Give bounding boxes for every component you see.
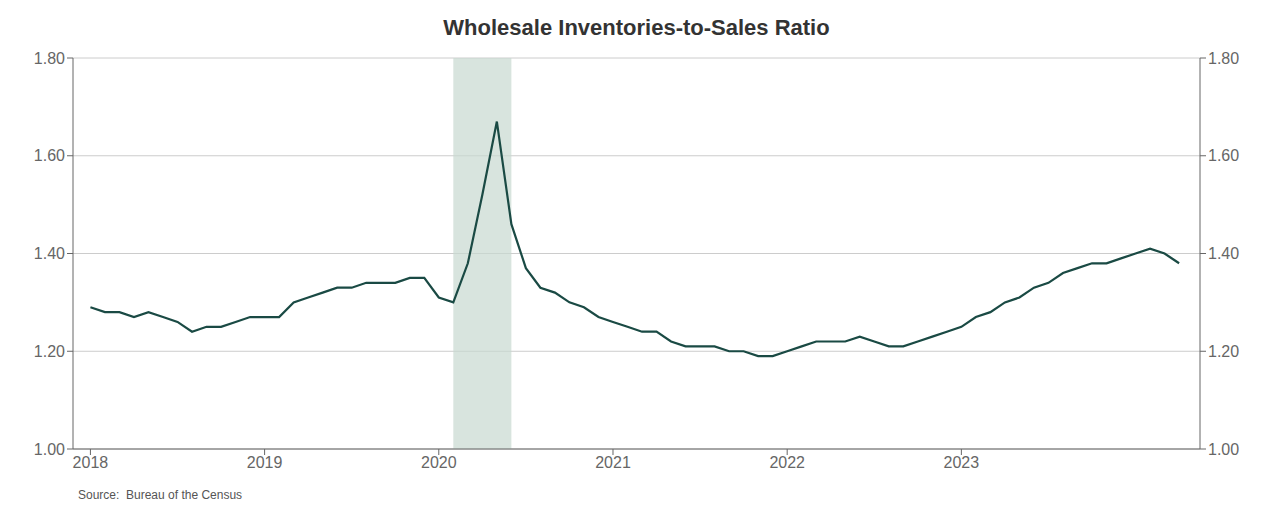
html-text:Source: Bureau of the Census: Source: Bureau of the Census bbox=[78, 488, 243, 502]
html-text:Wholesale Inventories-to-Sales: Wholesale Inventories-to-Sales Ratio bbox=[443, 15, 830, 40]
svg-text:2023: 2023 bbox=[944, 454, 980, 471]
svg-text:1.40: 1.40 bbox=[1208, 245, 1239, 262]
svg-text:1.80: 1.80 bbox=[1208, 50, 1239, 67]
svg-text:2018: 2018 bbox=[73, 454, 109, 471]
svg-text:1.00: 1.00 bbox=[34, 441, 65, 458]
svg-text:2021: 2021 bbox=[595, 454, 631, 471]
svg-text:2020: 2020 bbox=[421, 454, 457, 471]
svg-text:1.60: 1.60 bbox=[34, 147, 65, 164]
svg-text:2019: 2019 bbox=[247, 454, 283, 471]
svg-text:1.40: 1.40 bbox=[34, 245, 65, 262]
svg-text:1.60: 1.60 bbox=[1208, 147, 1239, 164]
svg-text:2022: 2022 bbox=[769, 454, 805, 471]
svg-text:1.20: 1.20 bbox=[1208, 343, 1239, 360]
svg-text:1.80: 1.80 bbox=[34, 50, 65, 67]
svg-text:1.20: 1.20 bbox=[34, 343, 65, 360]
svg-text:1.00: 1.00 bbox=[1208, 441, 1239, 458]
